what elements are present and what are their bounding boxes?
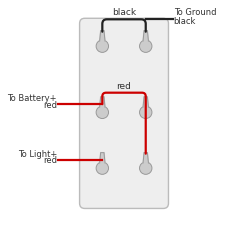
Text: To Ground: To Ground — [174, 8, 216, 17]
Polygon shape — [143, 153, 148, 163]
Circle shape — [140, 162, 152, 174]
Circle shape — [96, 162, 108, 174]
Text: To Light+: To Light+ — [18, 150, 57, 159]
Polygon shape — [100, 153, 105, 163]
FancyBboxPatch shape — [80, 18, 169, 208]
Polygon shape — [143, 97, 148, 107]
Circle shape — [140, 40, 152, 52]
Polygon shape — [100, 31, 105, 41]
Circle shape — [96, 106, 108, 119]
Text: To Battery+: To Battery+ — [7, 94, 57, 104]
Text: red: red — [43, 156, 57, 165]
Text: red: red — [43, 101, 57, 110]
Circle shape — [140, 106, 152, 119]
Text: black: black — [174, 16, 196, 25]
Circle shape — [96, 40, 108, 52]
Polygon shape — [143, 31, 148, 41]
Polygon shape — [100, 97, 105, 107]
Text: black: black — [112, 8, 136, 17]
Text: red: red — [117, 82, 131, 91]
